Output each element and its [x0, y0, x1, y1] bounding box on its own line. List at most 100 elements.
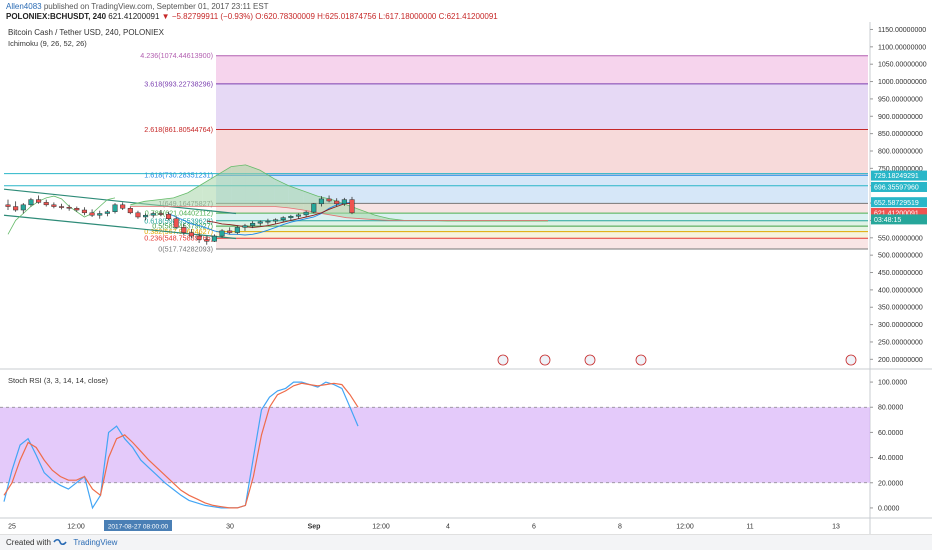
time-tick-label: 13 — [832, 524, 840, 531]
price-tick-label: 350.00000000 — [878, 305, 923, 312]
time-tick-label: 12:00 — [67, 524, 85, 531]
candle-body — [280, 217, 286, 220]
candle-body — [165, 213, 172, 219]
candle-body — [188, 232, 195, 237]
price-tick-label: 250.00000000 — [878, 339, 923, 346]
candle-body — [273, 219, 279, 222]
rsi-tick-label: 0.0000 — [878, 505, 900, 512]
candle-body — [242, 225, 248, 228]
fib-zone-2.618 — [216, 129, 868, 176]
candle-body — [81, 209, 87, 214]
ichimoku-cloud-segment — [231, 164, 246, 207]
crosshair-time-label: 2017-08-27 08:00:00 — [108, 524, 169, 531]
economic-event-icon — [497, 354, 509, 366]
created-with-text: Created with — [6, 538, 51, 547]
ichimoku-cloud-segment — [159, 197, 174, 207]
ohlc-values: O:620.78300009 H:625.01874756 L:617.1800… — [255, 12, 498, 21]
candle-body — [288, 216, 294, 218]
rsi-band — [0, 407, 870, 483]
ichimoku-cloud-segment — [274, 178, 289, 208]
ichimoku-cloud-segment — [360, 210, 376, 220]
indicator-legend: Ichimoku (9, 26, 52, 26) — [8, 39, 87, 48]
fib-zone-0.236 — [216, 238, 868, 249]
crosshair-time-badge — [104, 520, 172, 531]
price-tick-label: 500.00000000 — [878, 253, 923, 260]
rsi-tick-label: 80.0000 — [878, 405, 903, 412]
time-tick-label: 11 — [746, 524, 753, 531]
ichimoku-tenkan — [168, 201, 353, 236]
candle-body — [150, 213, 156, 216]
chart-area[interactable]: 4.236(1074.44613900) 3.618(993.22738296) 2… — [0, 22, 932, 534]
price-tick-label: 1150.00000000 — [878, 27, 926, 34]
chart-title: Bitcoin Cash / Tether USD, 240, POLONIEX — [8, 28, 165, 37]
fib-zone-1 — [216, 203, 868, 214]
ichimoku-cloud-segment — [259, 170, 275, 207]
candle-body — [28, 199, 34, 206]
time-tick-label: 12:00 — [372, 524, 390, 531]
ichimoku-kijun — [206, 202, 353, 228]
price-tick-label: 800.00000000 — [878, 148, 923, 155]
candle-body — [20, 204, 26, 211]
rsi-tick-label: 100.0000 — [878, 380, 907, 387]
time-tick-label: Sep — [308, 524, 321, 531]
fib-label-0.786: 0.786(621.04402112) — [145, 209, 213, 218]
rsi-series-d — [3, 382, 359, 509]
price-tick-label: 300.00000000 — [878, 322, 923, 329]
price-label-text: 621.41200091 — [874, 211, 919, 218]
price-tick-label: 1100.00000000 — [878, 44, 926, 51]
rsi-tick-label: 60.0000 — [878, 430, 903, 437]
fib-zone-4.236 — [216, 55, 868, 84]
candle-body — [66, 206, 72, 209]
price-label-text: 652.58729519 — [874, 200, 919, 207]
time-tick-label: 6 — [532, 524, 536, 531]
ichimoku-cloud-segment — [130, 201, 145, 207]
candle-body — [326, 198, 332, 202]
price-change: ▼ −5.82799911 (−0.93%) — [161, 12, 254, 21]
price-tick-label: 450.00000000 — [878, 270, 923, 277]
price-tick-label: 1050.00000000 — [878, 62, 927, 69]
ichimoku-cloud-segment — [187, 183, 203, 207]
tradingview-logo-icon — [53, 539, 67, 546]
price-label-badge — [871, 170, 927, 181]
price-label-text: 696.35597960 — [874, 185, 919, 192]
ichimoku-cloud-segment — [202, 175, 217, 207]
ichimoku-cloud-segment — [173, 192, 188, 207]
economic-event-icon — [845, 354, 857, 366]
time-tick-label: 8 — [618, 524, 622, 531]
economic-event-icon — [635, 354, 647, 366]
candle-body — [219, 230, 225, 237]
time-tick-label: 30 — [226, 524, 234, 531]
price-label-badge — [871, 208, 927, 219]
candle-body — [112, 204, 118, 213]
tradingview-brand[interactable]: TradingView — [73, 538, 118, 547]
price-tick-label: 550.00000000 — [878, 235, 923, 242]
price-tick-label: 900.00000000 — [878, 114, 923, 121]
price-tick-label: 400.00000000 — [878, 287, 923, 294]
price-label-text: 03:48:15 — [874, 217, 901, 224]
price-label-badge — [871, 197, 927, 208]
candle-body — [5, 204, 11, 207]
candle-body — [250, 222, 256, 226]
price-label-text: 729.18249291 — [874, 173, 919, 180]
fib-label-2.618: 2.618(861.80544764) — [144, 125, 213, 134]
header-bar: Allen4083 published on TradingView.com, … — [0, 0, 932, 22]
candle-body — [204, 239, 210, 242]
author-link[interactable]: Allen4083 — [6, 2, 42, 11]
candle-body — [295, 214, 302, 217]
price-tick-label: 200.00000000 — [878, 357, 923, 364]
price-tick-label: 850.00000000 — [878, 131, 923, 138]
trend-line-lower — [3, 214, 237, 240]
economic-event-icon — [539, 354, 551, 366]
fib-label-3.618: 3.618(993.22738296) — [144, 79, 213, 88]
fib-label-0.382: 0.382(567.94624627) — [144, 227, 213, 236]
ichimoku-span-b — [130, 206, 548, 221]
rsi-tick-label: 20.0000 — [878, 480, 903, 487]
fib-zone-0.786 — [216, 213, 868, 221]
candle-body — [13, 206, 19, 211]
fib-label-1.618: 1.618(730.28351231) — [144, 171, 213, 180]
candle-body — [135, 212, 141, 218]
price-tick-label: 950.00000000 — [878, 96, 923, 103]
publish-line: Allen4083 published on TradingView.com, … — [6, 2, 926, 12]
ticker-symbol: POLONIEX:BCHUSDT, 240 — [6, 12, 107, 21]
time-tick-label: 4 — [446, 524, 450, 531]
